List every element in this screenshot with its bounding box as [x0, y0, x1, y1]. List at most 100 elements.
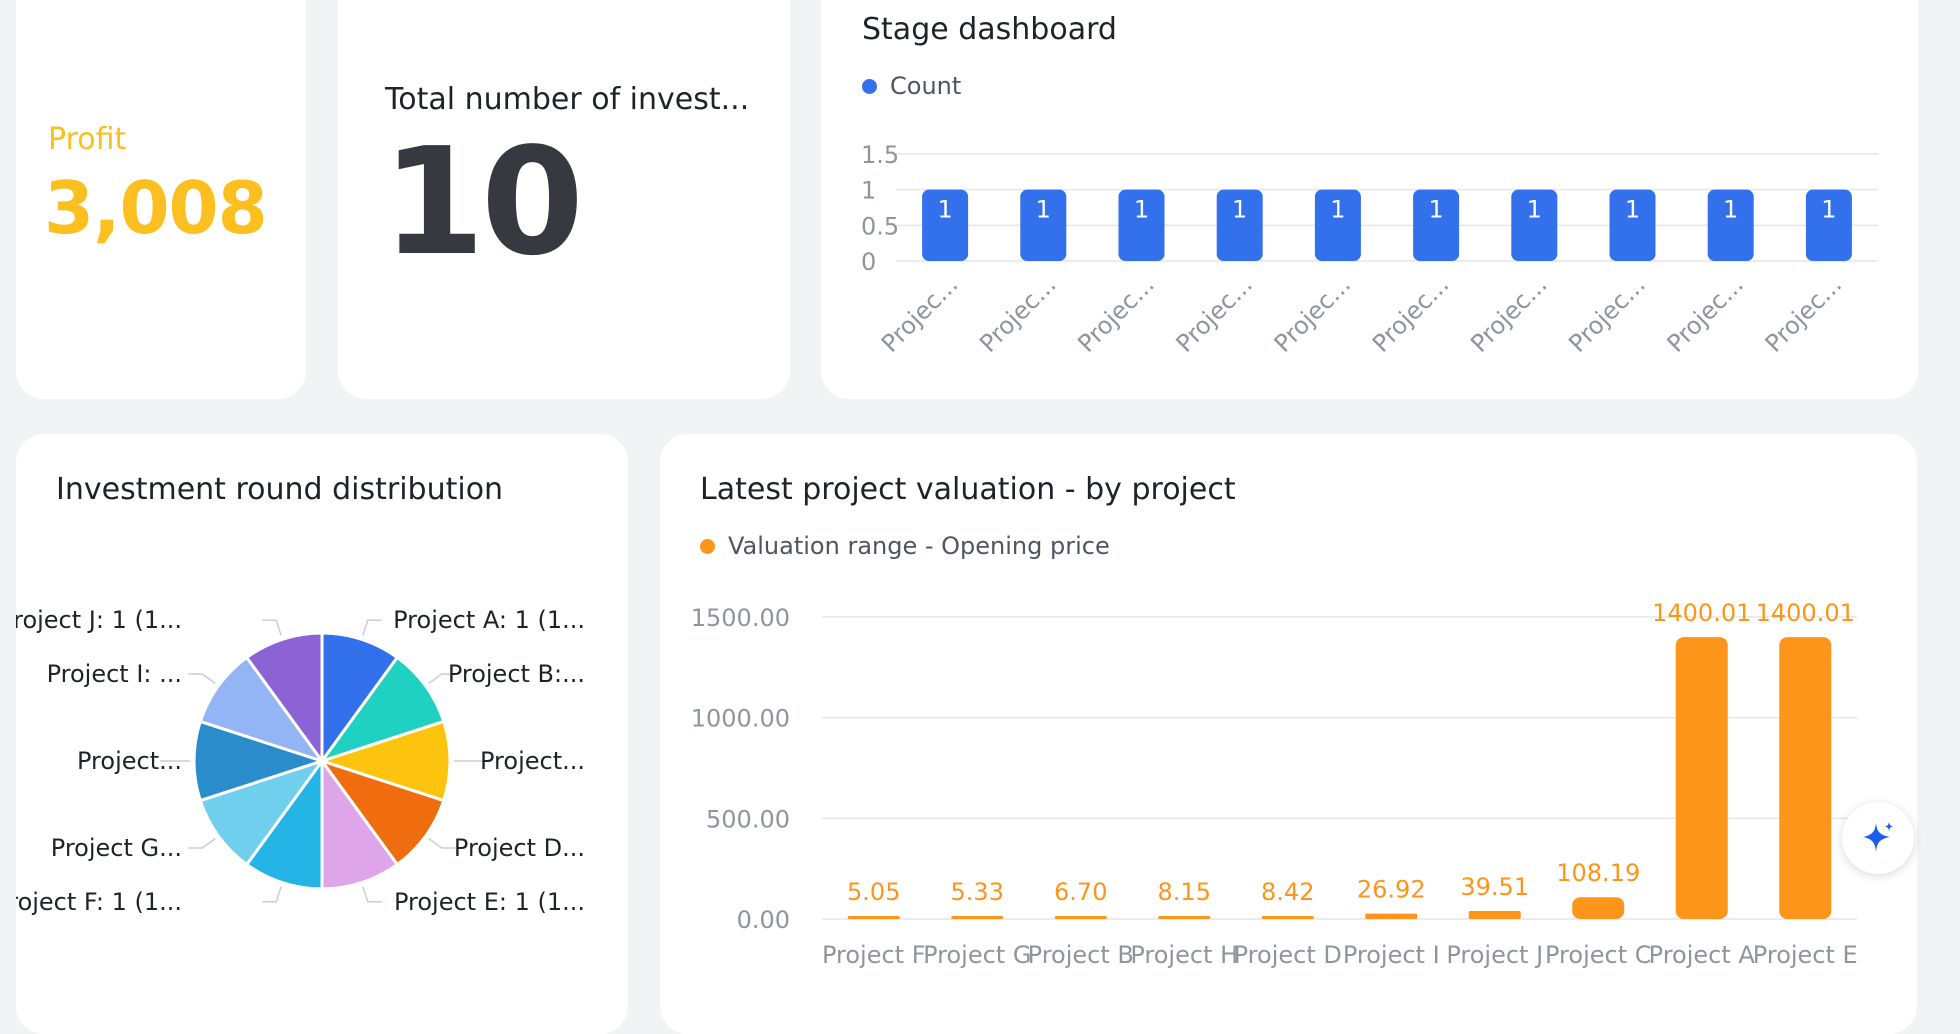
y-tick-label: 1500.00	[691, 604, 790, 632]
profit-card: Profit 3,008	[16, 0, 306, 399]
bar[interactable]	[1675, 637, 1728, 919]
bar[interactable]	[1216, 189, 1263, 261]
stage-dashboard-legend-label: Count	[890, 72, 962, 100]
bar[interactable]	[1365, 913, 1418, 919]
pie-slice-label: Project E: 1 (1...	[394, 888, 585, 916]
y-tick-label: 0.00	[737, 906, 790, 934]
bar-value-label: 1	[1527, 196, 1542, 224]
x-tick-label: Project G	[923, 941, 1031, 969]
bar[interactable]	[1511, 189, 1558, 261]
total-investments-value: 10	[382, 116, 584, 288]
bar[interactable]	[1020, 189, 1067, 261]
pie-slice[interactable]	[318, 655, 446, 764]
stage-dashboard-card: Stage dashboard Count 1.5 1 0.5 0 1 Projec...…	[821, 0, 1918, 399]
x-tick-label: Project D	[1234, 941, 1342, 969]
pie-slice[interactable]	[198, 758, 326, 867]
x-tick-label: Projec...	[1465, 270, 1552, 357]
pie-slice[interactable]	[320, 756, 400, 891]
bar[interactable]	[1805, 189, 1852, 261]
bar-value-label: 1	[1036, 196, 1051, 224]
pie-slice[interactable]	[198, 655, 326, 764]
bar[interactable]	[1609, 189, 1656, 261]
bar[interactable]	[1314, 189, 1361, 261]
x-tick-label: Projec...	[876, 270, 963, 357]
pie-label-line	[362, 886, 382, 903]
bar[interactable]	[922, 189, 969, 261]
x-tick-label: Projec...	[1269, 270, 1356, 357]
stage-dashboard-chart: 1.5 1 0.5 0 1 Projec... 1 Projec... 1 Projec... 1 P…	[861, 141, 1878, 358]
y-tick-label: 1.5	[861, 141, 899, 169]
legend-dot-icon	[862, 78, 877, 94]
pie-label-line	[188, 673, 216, 685]
bar[interactable]	[1118, 189, 1165, 261]
bar[interactable]	[1468, 911, 1521, 919]
bar-value-label: 108.19	[1556, 859, 1640, 887]
bar[interactable]	[1158, 916, 1211, 919]
x-tick-label: Project E	[1753, 941, 1858, 969]
investment-round-title: Investment round distribution	[56, 472, 504, 507]
x-tick-label: Projec...	[1367, 270, 1454, 357]
x-tick-label: Projec...	[1563, 270, 1650, 357]
pie-slice-label: Project A: 1 (1...	[393, 606, 585, 634]
ai-assistant-button[interactable]	[1842, 802, 1914, 874]
pie-slice-label: Project F: 1 (1...	[16, 888, 182, 916]
pie-label-line	[262, 619, 282, 636]
pie-slice-label: Project J: 1 (1...	[16, 606, 182, 634]
x-tick-label: Projec...	[1072, 270, 1159, 357]
pie-slice-label: Project...	[77, 747, 182, 775]
y-tick-label: 0	[861, 248, 876, 276]
bar[interactable]	[1707, 189, 1754, 261]
pie-slice[interactable]	[244, 631, 324, 766]
x-tick-label: Projec...	[1662, 270, 1749, 357]
x-tick-label: Projec...	[1171, 270, 1258, 357]
x-tick-label: Project J	[1446, 941, 1543, 969]
bar[interactable]	[1572, 897, 1625, 919]
x-tick-label: Project I	[1343, 941, 1440, 969]
x-tick-label: Project A	[1649, 941, 1756, 969]
bar-value-label: 5.33	[951, 878, 1004, 906]
valuation-chart: 1500.00 1000.00 500.00 0.00 5.05 Project F 5.3…	[691, 599, 1858, 969]
bar[interactable]	[847, 916, 900, 919]
profit-value: 3,008	[44, 166, 268, 250]
pie-slice[interactable]	[192, 719, 327, 803]
total-investments-label: Total number of invest...	[385, 82, 750, 117]
x-tick-label: Project F	[822, 941, 926, 969]
bar[interactable]	[1054, 916, 1107, 919]
pie-slice[interactable]	[320, 631, 400, 766]
y-tick-label: 0.5	[861, 212, 899, 240]
investment-round-chart: Project A: 1 (1... Project B:... Project..…	[16, 606, 585, 916]
pie-slice-label: Project G...	[51, 834, 182, 862]
bar-value-label: 1400.01	[1756, 599, 1855, 627]
y-tick-label: 1000.00	[691, 705, 790, 733]
pie-label-line	[428, 837, 456, 849]
bar-value-label: 5.05	[847, 878, 900, 906]
x-tick-label: Project B	[1028, 941, 1134, 969]
profit-label: Profit	[48, 122, 127, 157]
pie-slice[interactable]	[317, 719, 452, 803]
bar[interactable]	[951, 916, 1004, 919]
sparkle-icon	[1863, 822, 1893, 852]
y-tick-label: 500.00	[706, 805, 790, 833]
pie-slice-label: Project...	[480, 747, 585, 775]
stage-dashboard-title: Stage dashboard	[862, 12, 1117, 47]
bar[interactable]	[1779, 637, 1832, 919]
pie-slice[interactable]	[318, 758, 446, 867]
pie-slice-label: Project B:...	[448, 660, 585, 688]
valuation-legend[interactable]: Valuation range - Opening price	[700, 532, 1110, 560]
pie-slice[interactable]	[244, 756, 324, 891]
bar-value-label: 1	[1330, 196, 1345, 224]
valuation-card: Latest project valuation - by project Va…	[660, 434, 1917, 1034]
stage-dashboard-legend[interactable]: Count	[862, 72, 961, 100]
pie-label-line	[362, 619, 382, 636]
legend-dot-icon	[700, 538, 715, 554]
bar[interactable]	[1413, 189, 1460, 261]
pie-label-line	[188, 837, 216, 849]
bar[interactable]	[1261, 916, 1314, 919]
pie-label-line	[262, 886, 282, 903]
y-tick-label: 1	[861, 177, 876, 205]
x-tick-label: Projec...	[1760, 270, 1847, 357]
x-tick-label: Projec...	[974, 270, 1061, 357]
bar-value-label: 8.42	[1261, 878, 1314, 906]
bar-value-label: 26.92	[1357, 876, 1426, 904]
bar-value-label: 1	[937, 196, 952, 224]
